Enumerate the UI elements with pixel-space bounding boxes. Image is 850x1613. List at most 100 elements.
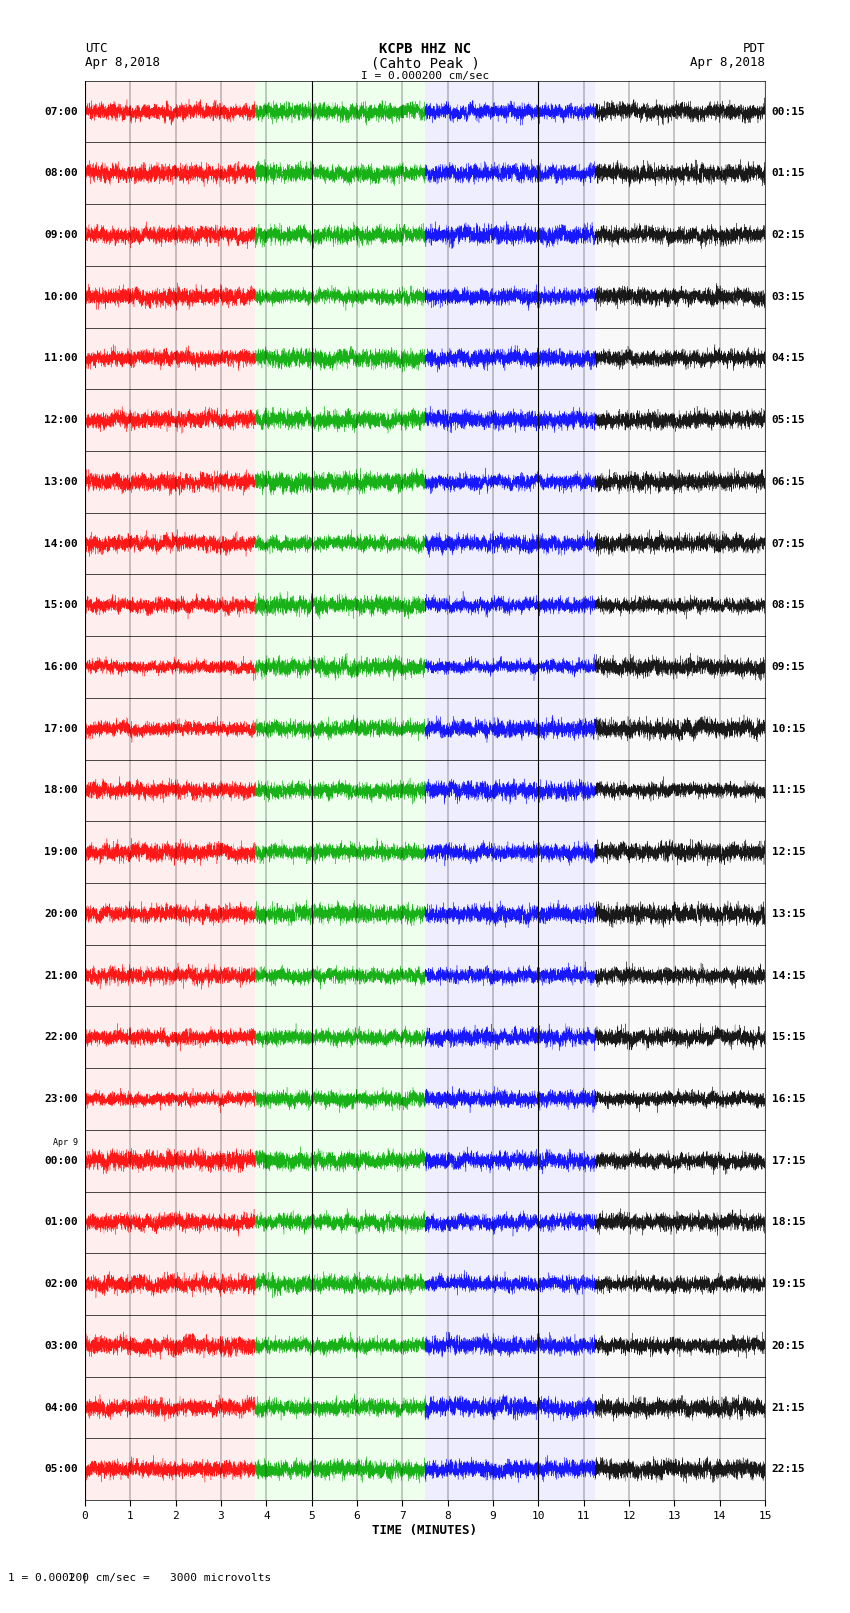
Text: 03:15: 03:15 xyxy=(772,292,806,302)
Text: 00:15: 00:15 xyxy=(772,106,806,116)
Text: 05:15: 05:15 xyxy=(772,415,806,426)
Text: 09:00: 09:00 xyxy=(44,231,78,240)
Text: 14:00: 14:00 xyxy=(44,539,78,548)
Text: 02:00: 02:00 xyxy=(44,1279,78,1289)
Text: 17:15: 17:15 xyxy=(772,1155,806,1166)
Bar xyxy=(425,636,595,698)
Text: 03:00: 03:00 xyxy=(44,1340,78,1350)
Bar xyxy=(255,698,425,760)
Text: 08:00: 08:00 xyxy=(44,168,78,177)
Bar xyxy=(255,389,425,452)
Bar xyxy=(425,1192,595,1253)
Text: 13:00: 13:00 xyxy=(44,477,78,487)
Bar xyxy=(85,574,255,636)
Bar xyxy=(85,882,255,945)
Text: Apr 8,2018: Apr 8,2018 xyxy=(690,56,765,69)
Bar xyxy=(595,945,765,1007)
Bar xyxy=(255,636,425,698)
Text: 11:00: 11:00 xyxy=(44,353,78,363)
Text: 1 = 0.000200 cm/sec =   3000 microvolts: 1 = 0.000200 cm/sec = 3000 microvolts xyxy=(8,1573,272,1582)
Text: 07:15: 07:15 xyxy=(772,539,806,548)
Bar xyxy=(595,882,765,945)
Bar xyxy=(425,1253,595,1315)
Text: 16:15: 16:15 xyxy=(772,1094,806,1103)
Text: 04:15: 04:15 xyxy=(772,353,806,363)
Bar xyxy=(255,142,425,205)
Bar xyxy=(255,327,425,389)
Bar xyxy=(595,205,765,266)
Bar xyxy=(425,821,595,882)
Bar xyxy=(425,1068,595,1129)
Bar xyxy=(85,1376,255,1439)
Text: I = 0.000200 cm/sec: I = 0.000200 cm/sec xyxy=(361,71,489,81)
Bar xyxy=(425,266,595,327)
Bar xyxy=(85,698,255,760)
Bar xyxy=(595,1315,765,1376)
Bar xyxy=(85,945,255,1007)
Bar xyxy=(255,945,425,1007)
Text: 19:15: 19:15 xyxy=(772,1279,806,1289)
Text: 02:15: 02:15 xyxy=(772,231,806,240)
Bar xyxy=(85,513,255,574)
Bar xyxy=(595,266,765,327)
Bar xyxy=(85,1253,255,1315)
Text: UTC: UTC xyxy=(85,42,107,55)
Bar xyxy=(595,1192,765,1253)
Text: Apr 9: Apr 9 xyxy=(54,1137,78,1147)
Text: 11:15: 11:15 xyxy=(772,786,806,795)
Bar xyxy=(85,452,255,513)
Bar xyxy=(595,1439,765,1500)
Bar xyxy=(425,945,595,1007)
Bar xyxy=(85,1315,255,1376)
Bar xyxy=(425,574,595,636)
Text: 21:15: 21:15 xyxy=(772,1403,806,1413)
Bar xyxy=(595,760,765,821)
Text: 22:15: 22:15 xyxy=(772,1465,806,1474)
Bar xyxy=(425,1315,595,1376)
Bar xyxy=(255,1376,425,1439)
Bar xyxy=(85,142,255,205)
Bar xyxy=(595,698,765,760)
Bar xyxy=(595,1068,765,1129)
Bar xyxy=(85,636,255,698)
Bar xyxy=(425,760,595,821)
Bar xyxy=(255,1129,425,1192)
Bar xyxy=(595,389,765,452)
Bar xyxy=(425,452,595,513)
Bar xyxy=(595,513,765,574)
Bar xyxy=(255,266,425,327)
Bar xyxy=(85,821,255,882)
Bar xyxy=(595,452,765,513)
Bar xyxy=(425,1376,595,1439)
Text: 17:00: 17:00 xyxy=(44,724,78,734)
Bar xyxy=(425,1439,595,1500)
Bar xyxy=(595,821,765,882)
Bar xyxy=(85,1192,255,1253)
Bar xyxy=(255,452,425,513)
Text: 22:00: 22:00 xyxy=(44,1032,78,1042)
Text: 19:00: 19:00 xyxy=(44,847,78,857)
Text: 16:00: 16:00 xyxy=(44,661,78,673)
Text: KCPB HHZ NC: KCPB HHZ NC xyxy=(379,42,471,56)
Bar xyxy=(85,205,255,266)
Text: 01:15: 01:15 xyxy=(772,168,806,177)
Bar xyxy=(85,1068,255,1129)
Bar xyxy=(255,882,425,945)
Bar xyxy=(255,205,425,266)
Bar xyxy=(255,574,425,636)
Text: 23:00: 23:00 xyxy=(44,1094,78,1103)
Text: PDT: PDT xyxy=(743,42,765,55)
Bar xyxy=(255,760,425,821)
Bar xyxy=(425,698,595,760)
Bar xyxy=(425,882,595,945)
Bar xyxy=(85,1129,255,1192)
Bar xyxy=(255,1253,425,1315)
Text: 12:15: 12:15 xyxy=(772,847,806,857)
Bar xyxy=(425,1129,595,1192)
Text: 15:00: 15:00 xyxy=(44,600,78,610)
Bar xyxy=(85,327,255,389)
Bar xyxy=(85,266,255,327)
Text: 10:15: 10:15 xyxy=(772,724,806,734)
Bar xyxy=(595,81,765,142)
Bar xyxy=(425,327,595,389)
